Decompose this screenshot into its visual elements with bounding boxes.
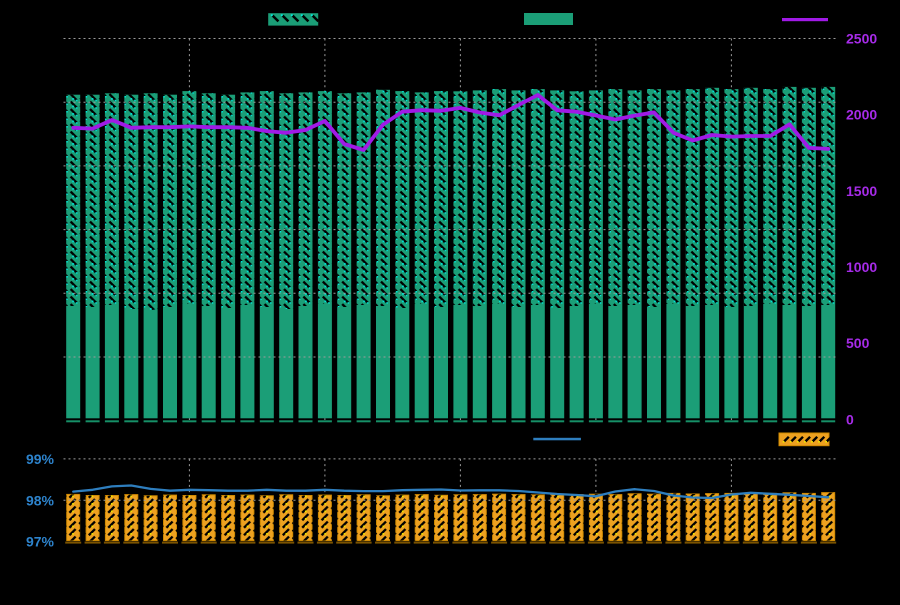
svg-text:1500: 1500 xyxy=(846,183,877,199)
svg-text:2000: 2000 xyxy=(846,107,877,123)
svg-text:2500: 2500 xyxy=(846,30,877,46)
svg-text:1000: 1000 xyxy=(846,259,877,275)
svg-text:99%: 99% xyxy=(26,451,55,467)
svg-text:500: 500 xyxy=(846,335,870,351)
svg-text:98%: 98% xyxy=(26,492,55,508)
svg-text:0: 0 xyxy=(846,411,854,427)
svg-text:97%: 97% xyxy=(26,534,55,550)
